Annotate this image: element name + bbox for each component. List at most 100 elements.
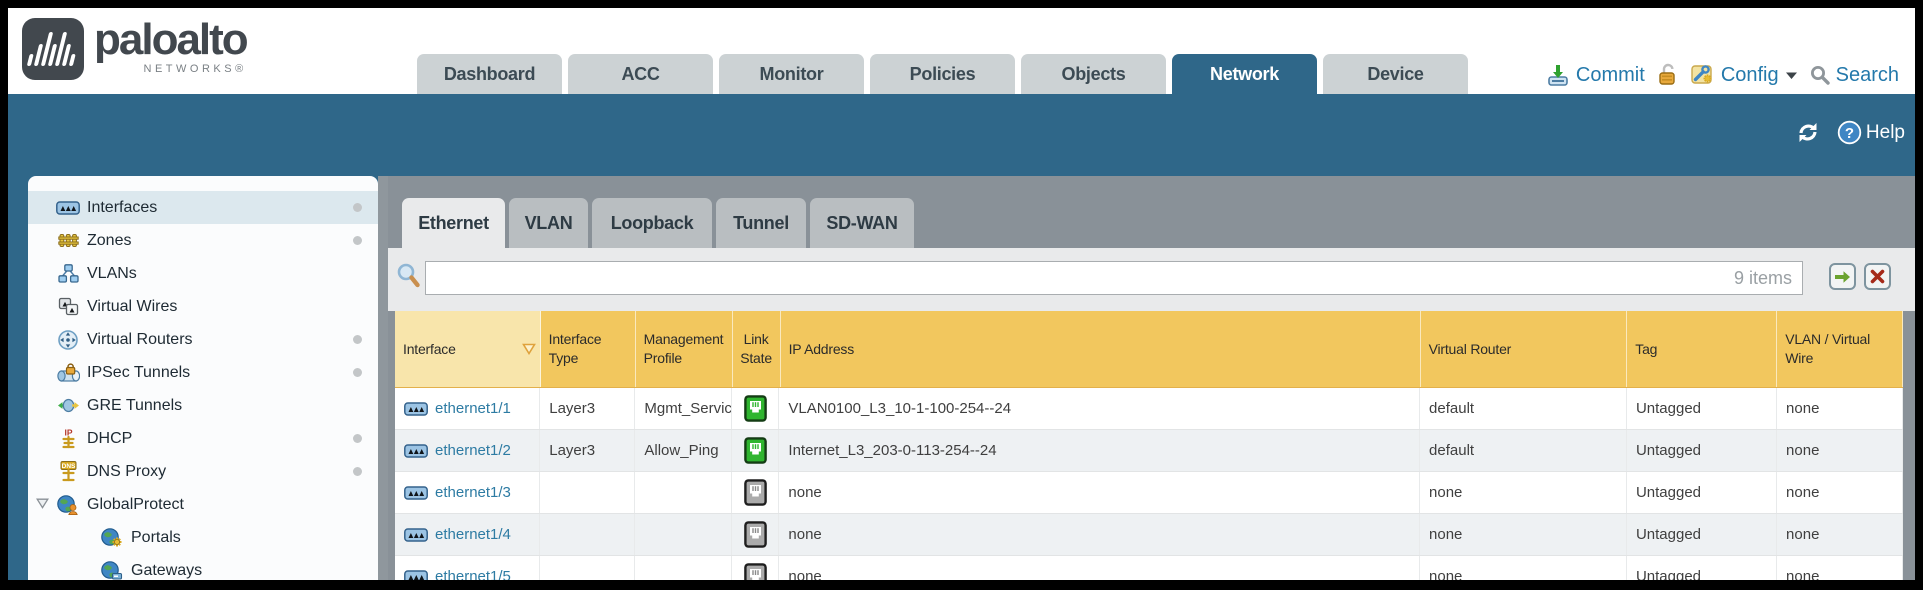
sidebar-item-label: Virtual Routers bbox=[87, 330, 193, 348]
ethernet-interface-icon bbox=[404, 485, 428, 501]
sort-dropdown-icon[interactable] bbox=[521, 343, 536, 355]
cell-vr: none bbox=[1420, 514, 1627, 555]
clear-filter-button[interactable] bbox=[1864, 263, 1891, 290]
sidebar-item-dns-proxy[interactable]: DNS DNS Proxy bbox=[28, 455, 378, 488]
interface-link[interactable]: ethernet1/5 bbox=[404, 568, 511, 580]
ethernet-interface-icon bbox=[404, 443, 428, 459]
cell-vr: default bbox=[1420, 430, 1627, 471]
header-actions: Commit Config Search bbox=[1546, 63, 1899, 87]
help-label: Help bbox=[1865, 121, 1905, 143]
sidebar-splitter[interactable] bbox=[378, 176, 388, 580]
sidebar-item-dhcp[interactable]: IP DHCP bbox=[28, 422, 378, 455]
cell-vlan: none bbox=[1777, 556, 1903, 580]
lock-icon[interactable] bbox=[1657, 63, 1679, 87]
svg-text:DNS: DNS bbox=[61, 463, 75, 470]
logo-sub-text: NETWORKS® bbox=[143, 63, 247, 75]
config-icon bbox=[1691, 64, 1715, 86]
status-dot bbox=[353, 236, 362, 245]
subtab-vlan[interactable]: VLAN bbox=[509, 198, 588, 248]
search-label: Search bbox=[1835, 63, 1899, 86]
tab-acc[interactable]: ACC bbox=[568, 54, 713, 94]
status-dot bbox=[353, 368, 362, 377]
sidebar-item-vlans[interactable]: VLANs bbox=[28, 257, 378, 290]
sidebar-item-virtual-routers[interactable]: Virtual Routers bbox=[28, 323, 378, 356]
column-header-tag[interactable]: Tag bbox=[1627, 311, 1778, 387]
cell-type bbox=[540, 514, 636, 555]
search-button[interactable]: Search bbox=[1810, 64, 1899, 87]
help-button[interactable]: ? Help bbox=[1837, 120, 1905, 145]
sidebar-item-ipsec-tunnels[interactable]: IPSec Tunnels bbox=[28, 356, 378, 389]
globalprotect-icon bbox=[56, 494, 80, 515]
sidebar-item-virtual-wires[interactable]: Virtual Wires bbox=[28, 290, 378, 323]
tab-monitor[interactable]: Monitor bbox=[719, 54, 864, 94]
column-header-link-state[interactable]: Link State bbox=[733, 311, 781, 387]
interface-link[interactable]: ethernet1/3 bbox=[404, 484, 511, 501]
interface-name: ethernet1/5 bbox=[435, 568, 511, 580]
cell-link bbox=[732, 514, 780, 555]
cell-tag: Untagged bbox=[1627, 430, 1778, 471]
interfaces-icon bbox=[56, 200, 80, 216]
column-header-label: Interface Type bbox=[548, 331, 602, 366]
cell-type: Layer3 bbox=[540, 430, 636, 471]
cell-ip: none bbox=[779, 514, 1421, 555]
tab-objects[interactable]: Objects bbox=[1021, 54, 1166, 94]
filter-input[interactable] bbox=[426, 269, 1734, 287]
commit-label: Commit bbox=[1575, 63, 1645, 86]
expand-triangle-icon[interactable] bbox=[36, 498, 49, 509]
item-count-label: 9 items bbox=[1733, 267, 1792, 288]
column-header-ip-address[interactable]: IP Address bbox=[781, 311, 1421, 387]
column-header-vlan-virtual-wire[interactable]: VLAN / Virtual Wire bbox=[1777, 311, 1903, 387]
column-header-label: Link State bbox=[740, 331, 772, 366]
subtab-sd-wan[interactable]: SD-WAN bbox=[810, 198, 914, 248]
main-content: Ethernet VLAN Loopback Tunnel SD-WAN 9 items… bbox=[388, 176, 1915, 580]
svg-text:IP: IP bbox=[64, 428, 72, 438]
sidebar-item-gre-tunnels[interactable]: GRE Tunnels bbox=[28, 389, 378, 422]
gre-tunnels-icon bbox=[56, 398, 80, 413]
sidebar-item-label: Virtual Wires bbox=[87, 297, 178, 315]
column-header-virtual-router[interactable]: Virtual Router bbox=[1421, 311, 1628, 387]
dns-proxy-icon: DNS bbox=[56, 461, 80, 482]
ethernet-interface-icon bbox=[404, 569, 428, 580]
sidebar-item-gateways[interactable]: Gateways bbox=[28, 554, 378, 580]
sidebar-item-interfaces[interactable]: Interfaces bbox=[28, 191, 378, 224]
paloalto-logo-icon bbox=[22, 18, 84, 80]
column-header-label: Virtual Router bbox=[1428, 340, 1512, 357]
tab-dashboard[interactable]: Dashboard bbox=[417, 54, 562, 94]
subtab-tunnel[interactable]: Tunnel bbox=[716, 198, 806, 248]
filter-bar: 9 items bbox=[388, 248, 1915, 311]
cell-tag: Untagged bbox=[1627, 472, 1778, 513]
cell-link bbox=[732, 430, 780, 471]
zones-icon bbox=[56, 232, 80, 249]
sidebar-item-globalprotect[interactable]: GlobalProtect bbox=[28, 488, 378, 521]
column-header-interface-type[interactable]: Interface Type bbox=[541, 311, 636, 387]
column-header-interface[interactable]: Interface bbox=[395, 311, 541, 387]
sidebar-item-zones[interactable]: Zones bbox=[28, 224, 378, 257]
search-icon bbox=[1810, 65, 1830, 85]
sidebar-item-portals[interactable]: Portals bbox=[28, 521, 378, 554]
table-row: ethernet1/4 none none Untagged none bbox=[395, 514, 1903, 556]
cell-ip: Internet_L3_203-0-113-254--24 bbox=[779, 430, 1421, 471]
tab-policies[interactable]: Policies bbox=[870, 54, 1015, 94]
cell-mgmt: Allow_Ping bbox=[635, 430, 733, 471]
tab-device[interactable]: Device bbox=[1323, 54, 1468, 94]
sidebar-item-label: IPSec Tunnels bbox=[87, 363, 191, 381]
subtab-loopback[interactable]: Loopback bbox=[592, 198, 712, 248]
tab-network[interactable]: Network bbox=[1172, 54, 1317, 94]
sidebar-item-label: Portals bbox=[131, 528, 181, 546]
portals-icon bbox=[100, 527, 124, 548]
red-x-icon bbox=[1870, 269, 1885, 284]
apply-filter-button[interactable] bbox=[1829, 263, 1856, 290]
refresh-icon[interactable] bbox=[1795, 121, 1821, 144]
config-menu[interactable]: Config bbox=[1691, 64, 1798, 87]
help-icon: ? bbox=[1837, 120, 1862, 145]
interface-link[interactable]: ethernet1/4 bbox=[404, 526, 511, 543]
app-canvas: paloalto NETWORKS® Dashboard ACC Monitor Po… bbox=[8, 8, 1915, 580]
interface-link[interactable]: ethernet1/1 bbox=[404, 400, 511, 417]
column-header-management-profile[interactable]: Management Profile bbox=[636, 311, 733, 387]
interface-subtabs: Ethernet VLAN Loopback Tunnel SD-WAN bbox=[402, 198, 914, 248]
subtab-ethernet[interactable]: Ethernet bbox=[402, 198, 505, 248]
sidebar-item-label: DHCP bbox=[87, 429, 133, 447]
commit-button[interactable]: Commit bbox=[1546, 64, 1645, 87]
interface-link[interactable]: ethernet1/2 bbox=[404, 442, 511, 459]
